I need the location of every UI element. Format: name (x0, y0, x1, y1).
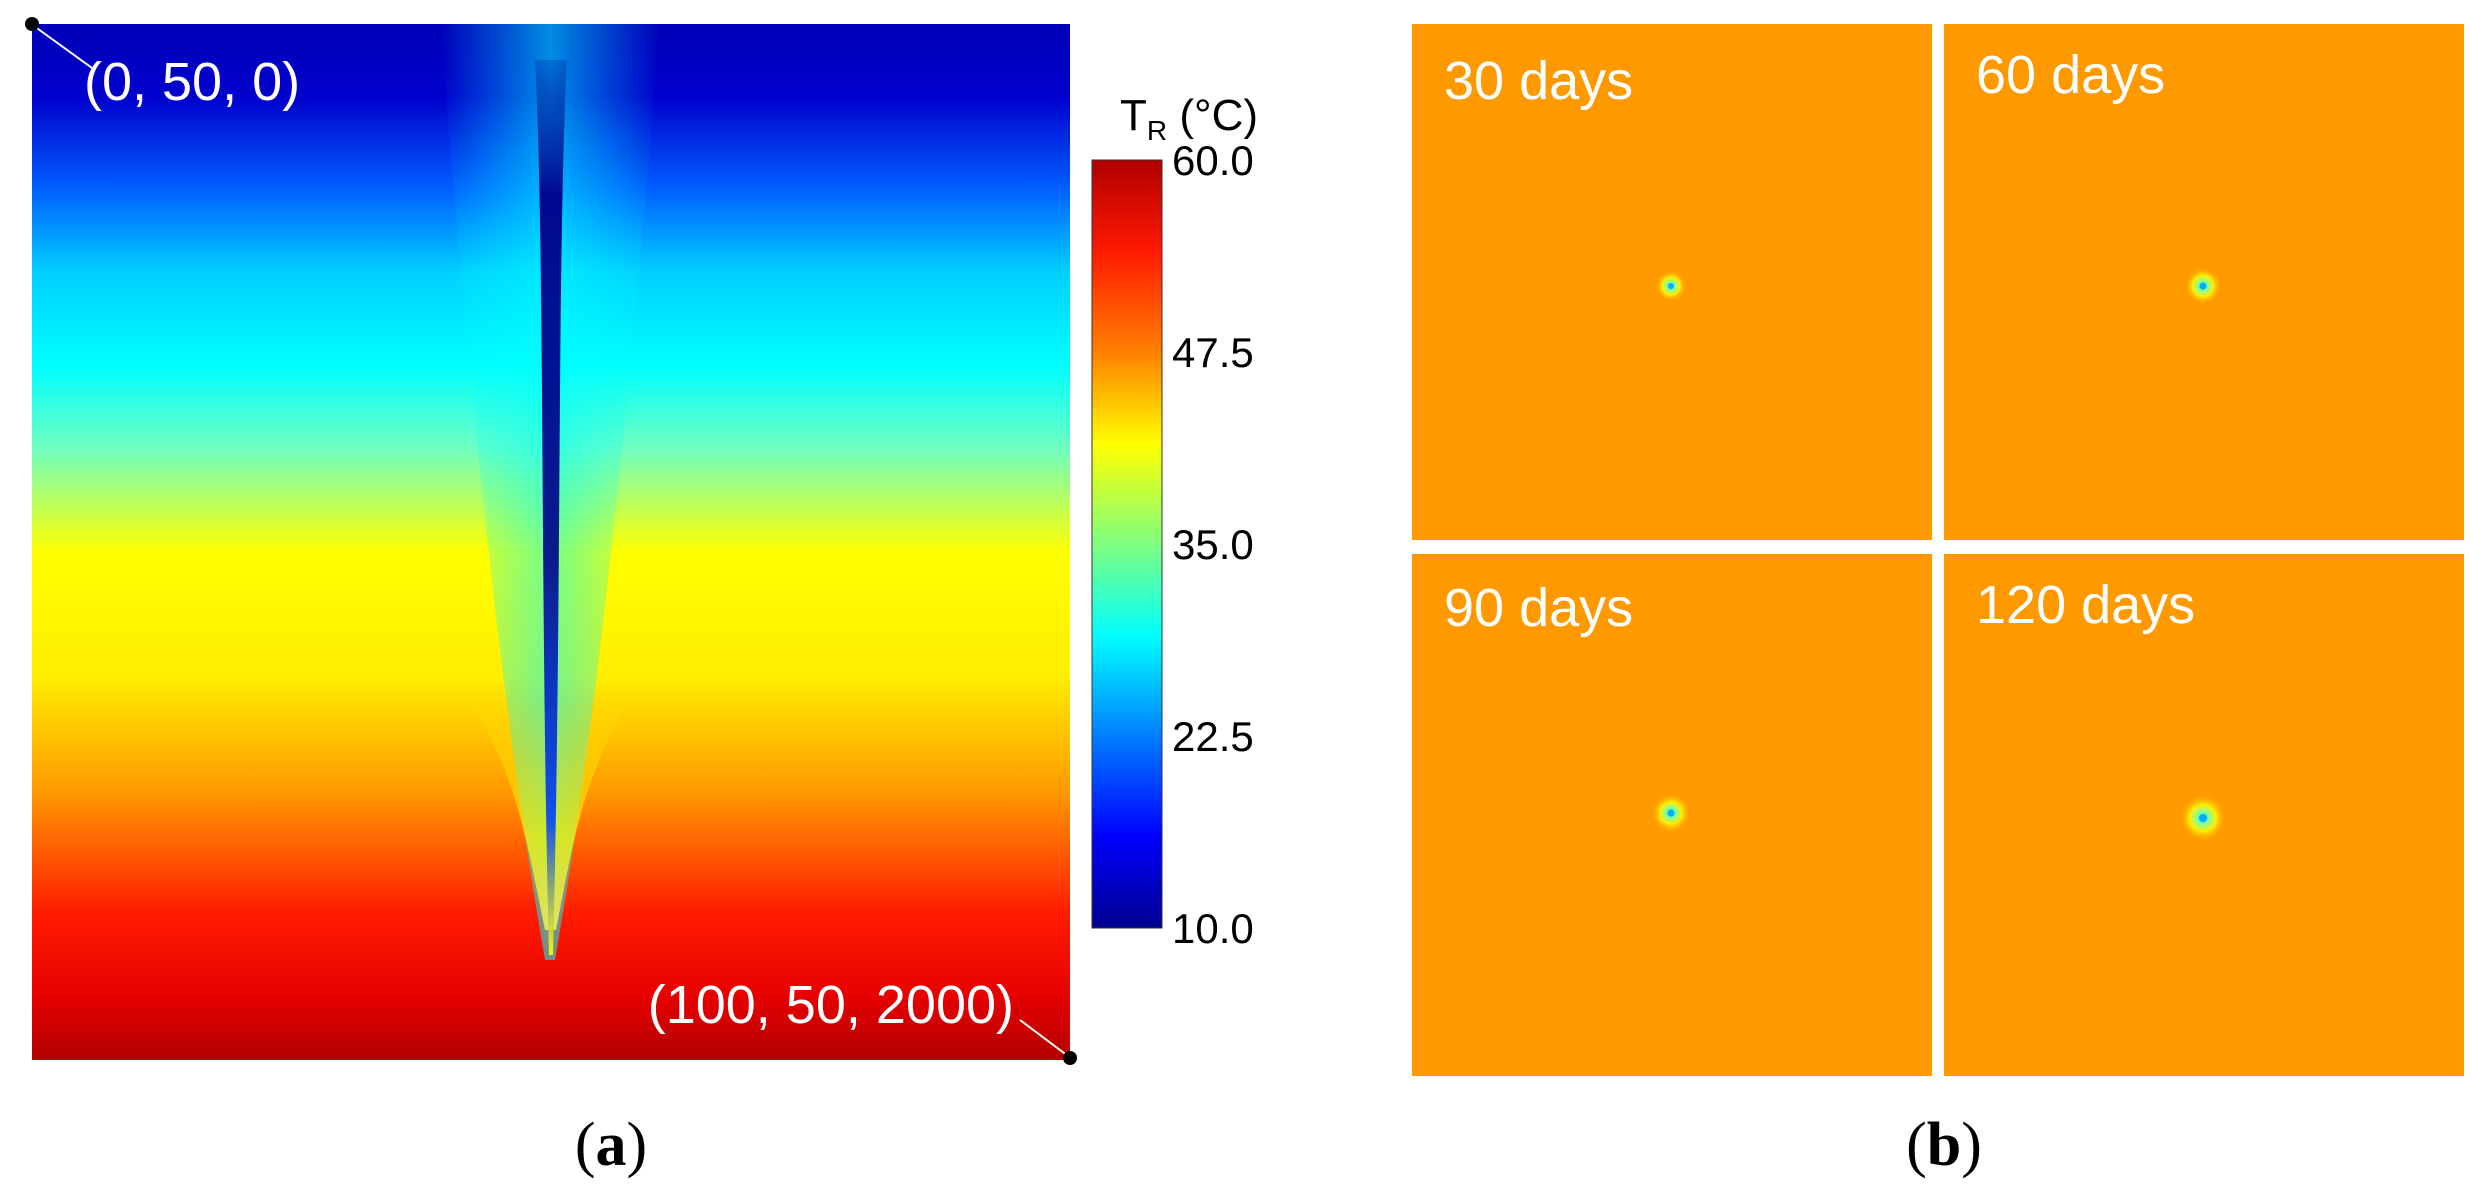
well-core (1667, 809, 1675, 817)
colorbar-tick-label: 47.5 (1172, 329, 1254, 376)
tile-90-days: 90 days (1412, 554, 1932, 1076)
tile-120-days: 120 days (1944, 554, 2464, 1076)
well-core (2199, 282, 2207, 290)
colorbar-tick-label: 22.5 (1172, 713, 1254, 760)
colorbar-title-main: T (1120, 91, 1147, 140)
panel-b: 30 days 60 days 90 days 120 days (b) (1412, 24, 2464, 1179)
caption-b-letter: b (1927, 1111, 1961, 1179)
colorbar-title: TR (°C) (1120, 91, 1258, 146)
tile-label: 30 days (1444, 51, 1633, 111)
colorbar-title-sub: R (1147, 115, 1167, 146)
top-corner-dot (25, 17, 39, 31)
colorbar-title-unit: (°C) (1167, 91, 1258, 140)
caption-a: (a) (575, 1111, 647, 1179)
well-core (2199, 814, 2207, 822)
top-corner-label: (0, 50, 0) (84, 52, 300, 112)
tile-label: 60 days (1976, 45, 2165, 105)
well-core (1668, 283, 1674, 289)
tile-60-days: 60 days (1944, 24, 2464, 540)
caption-b-close: ) (1961, 1111, 1982, 1179)
bottom-corner-dot (1063, 1051, 1077, 1065)
colorbar-ticks: 60.0 47.5 35.0 22.5 10.0 (1172, 137, 1254, 952)
caption-b-open: ( (1906, 1111, 1927, 1179)
colorbar-tick-label: 35.0 (1172, 521, 1254, 568)
caption-a-letter: a (596, 1111, 627, 1179)
bottom-corner-leader (1019, 1019, 1069, 1057)
colorbar-tick-label: 10.0 (1172, 905, 1254, 952)
tile-label: 90 days (1444, 578, 1633, 638)
panel-a: (0, 50, 0) (100, 50, 2000) TR (°C) 60.0 4… (25, 17, 1258, 1179)
tile-30-days: 30 days (1412, 24, 1932, 540)
bottom-corner-label: (100, 50, 2000) (648, 975, 1014, 1035)
caption-a-close: ) (627, 1111, 648, 1179)
colorbar: TR (°C) 60.0 47.5 35.0 22.5 10.0 (1091, 91, 1258, 952)
colorbar-scale (1091, 159, 1163, 929)
cold-core (535, 60, 567, 955)
caption-a-open: ( (575, 1111, 596, 1179)
colorbar-tick-label: 60.0 (1172, 137, 1254, 184)
top-corner-leader (33, 25, 93, 69)
caption-b: (b) (1906, 1111, 1982, 1179)
tile-label: 120 days (1976, 575, 2195, 635)
